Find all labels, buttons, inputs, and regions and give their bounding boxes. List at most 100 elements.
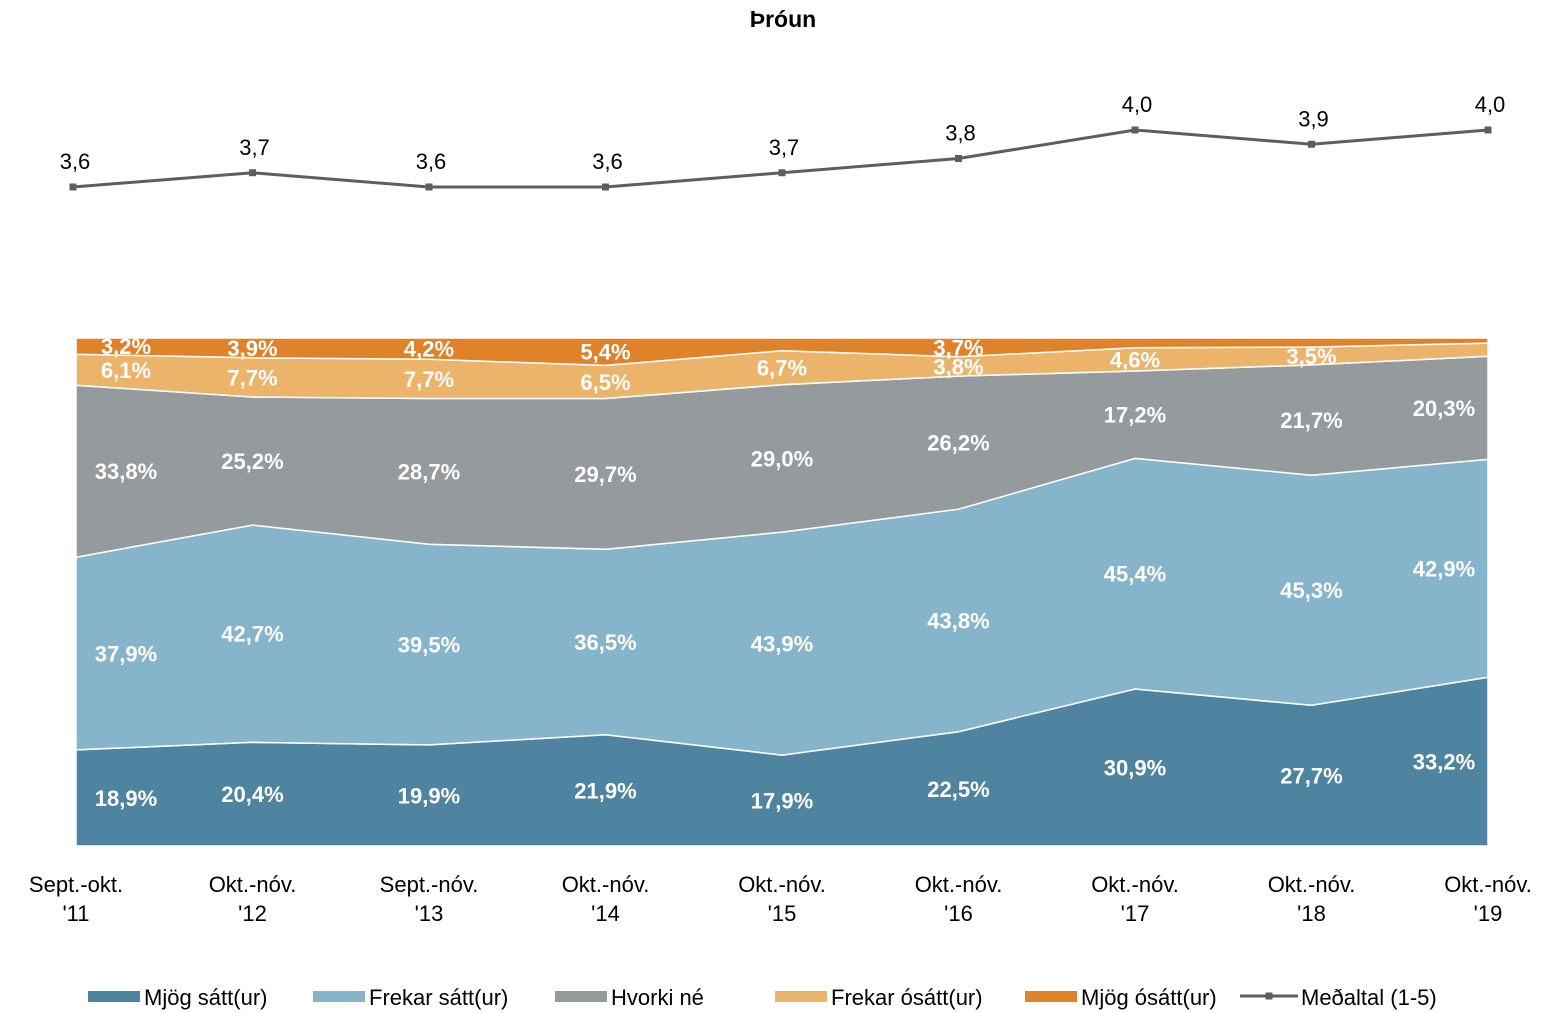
area-data-label: 45,3% — [1280, 578, 1342, 603]
average-point — [425, 183, 433, 191]
area-data-label: 39,5% — [398, 633, 460, 658]
area-data-label: 17,9% — [751, 789, 813, 814]
area-data-label: 43,8% — [927, 608, 989, 633]
average-line-series: 3,6 3,7 3,6 3,6 3,7 3,8 4,0 3,9 4,0 — [60, 92, 1506, 191]
x-tick-label: Okt.-nóv. — [738, 872, 826, 897]
average-point — [1484, 126, 1492, 134]
area-data-label: 6,5% — [580, 370, 630, 395]
area-data-label: 17,2% — [1104, 403, 1166, 428]
average-data-label: 3,6 — [416, 149, 447, 174]
legend-swatch — [88, 991, 140, 1002]
x-tick-label-year: '14 — [591, 901, 620, 926]
area-data-label: 7,7% — [404, 367, 454, 392]
x-tick-label-year: '16 — [944, 901, 973, 926]
average-point — [249, 169, 256, 177]
x-tick-label-year: '17 — [1121, 901, 1150, 926]
average-data-label: 3,6 — [592, 149, 623, 174]
x-tick-label: Sept.-nóv. — [380, 872, 479, 897]
average-point — [955, 155, 962, 162]
average-data-label: 4,0 — [1475, 92, 1506, 117]
legend-item: Frekar ósátt(ur) — [775, 985, 983, 1010]
legend-item: Mjög ósátt(ur) — [1025, 985, 1217, 1010]
average-point — [778, 169, 786, 177]
area-data-label: 6,1% — [101, 358, 151, 383]
average-point — [1308, 140, 1315, 148]
x-tick-label-year: '11 — [62, 901, 89, 926]
legend: Mjög sátt(ur) Frekar sátt(ur) Hvorki né Fre… — [88, 985, 1437, 1010]
legend-line-marker — [1265, 992, 1273, 1000]
average-data-label: 3,9 — [1298, 106, 1329, 131]
chart-title: Þróun — [750, 6, 816, 32]
area-data-label: 6,7% — [757, 356, 807, 381]
x-tick-label: Sept.-okt. — [29, 872, 123, 897]
x-tick-label: Okt.-nóv. — [1268, 872, 1356, 897]
area-data-label: 33,2% — [1413, 750, 1475, 775]
legend-swatch — [1025, 991, 1077, 1002]
average-data-label: 3,7 — [239, 135, 270, 160]
area-data-label: 37,9% — [95, 642, 157, 667]
legend-label: Mjög sátt(ur) — [144, 985, 267, 1010]
area-data-label: 7,7% — [227, 365, 277, 390]
legend-item: Hvorki né — [555, 985, 704, 1010]
area-data-label: 21,7% — [1280, 408, 1342, 433]
x-tick-label-year: '18 — [1297, 901, 1326, 926]
area-data-label: 3,9% — [227, 336, 277, 361]
area-data-label: 3,5% — [1286, 344, 1336, 369]
area-data-label: 25,2% — [221, 449, 283, 474]
x-tick-label-year: '19 — [1474, 901, 1503, 926]
average-point — [1131, 126, 1139, 134]
area-data-label: 22,5% — [927, 777, 989, 802]
x-tick-label-year: '15 — [768, 901, 797, 926]
average-point — [602, 183, 609, 191]
area-data-label: 3,7% — [933, 335, 983, 360]
average-data-label: 4,0 — [1122, 92, 1153, 117]
area-data-label: 4,6% — [1110, 347, 1160, 372]
area-data-label: 36,5% — [574, 630, 636, 655]
average-data-label: 3,7 — [769, 135, 800, 160]
legend-swatch — [555, 991, 607, 1002]
x-tick-label-year: '13 — [415, 901, 444, 926]
area-data-label: 43,9% — [751, 632, 813, 657]
average-point — [69, 183, 77, 191]
area-data-label: 18,9% — [95, 786, 157, 811]
legend-item: Meðaltal (1-5) — [1240, 985, 1437, 1010]
x-tick-label: Okt.-nóv. — [209, 872, 297, 897]
area-5 — [75, 337, 1489, 367]
x-tick-label: Okt.-nóv. — [915, 872, 1003, 897]
legend-label: Meðaltal (1-5) — [1301, 985, 1437, 1010]
area-data-label: 42,9% — [1413, 556, 1475, 581]
area-data-label: 28,7% — [398, 459, 460, 484]
average-data-label: 3,6 — [60, 149, 91, 174]
area-data-label: 5,4% — [580, 340, 630, 365]
x-tick-label: Okt.-nóv. — [1444, 872, 1532, 897]
x-tick-label-year: '12 — [238, 901, 267, 926]
legend-item: Frekar sátt(ur) — [313, 985, 508, 1010]
legend-label: Mjög ósátt(ur) — [1081, 985, 1217, 1010]
x-tick-label: Okt.-nóv. — [562, 872, 650, 897]
area-data-labels: 18,9% 20,4% 19,9% 21,9% 17,9% 22,5% 30,9% 27,7%… — [95, 334, 1475, 813]
legend-label: Frekar ósátt(ur) — [831, 985, 983, 1010]
x-axis-tick-labels: Sept.-okt. '11 Okt.-nóv. '12 Sept.-nóv. '13 Ok… — [29, 872, 1532, 926]
area-data-label: 3,2% — [101, 334, 151, 359]
area-data-label: 20,3% — [1413, 396, 1475, 421]
area-data-label: 3,8% — [933, 354, 983, 379]
legend-swatch — [313, 991, 365, 1002]
area-data-label: 27,7% — [1280, 764, 1342, 789]
legend-item: Mjög sátt(ur) — [88, 985, 267, 1010]
area-data-label: 21,9% — [574, 778, 636, 803]
area-data-label: 42,7% — [221, 622, 283, 647]
area-data-label: 29,0% — [751, 446, 813, 471]
area-data-label: 33,8% — [95, 459, 157, 484]
area-data-label: 4,2% — [404, 337, 454, 362]
stacked-areas — [75, 337, 1489, 847]
area-data-label: 20,4% — [221, 782, 283, 807]
area-data-label: 45,4% — [1104, 562, 1166, 587]
area-data-label: 19,9% — [398, 783, 460, 808]
area-data-label: 29,7% — [574, 462, 636, 487]
legend-label: Hvorki né — [611, 985, 704, 1010]
area-data-label: 26,2% — [927, 431, 989, 456]
legend-label: Frekar sátt(ur) — [369, 985, 508, 1010]
area-data-label: 30,9% — [1104, 756, 1166, 781]
x-tick-label: Okt.-nóv. — [1091, 872, 1179, 897]
